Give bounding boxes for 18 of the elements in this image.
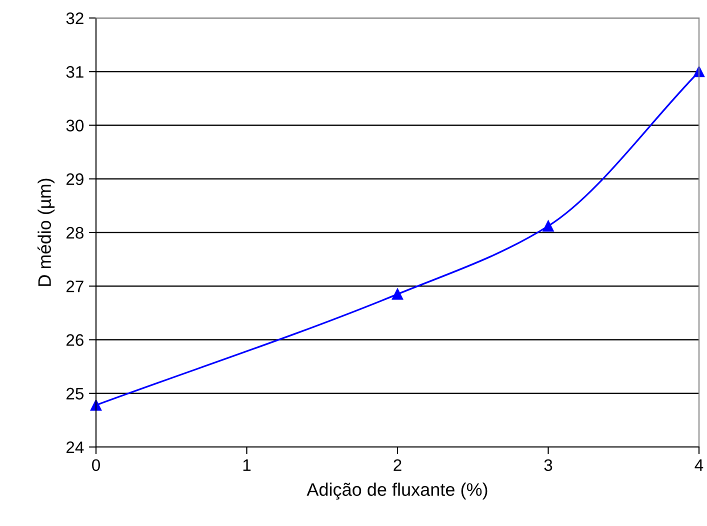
x-tick-label: 1	[243, 459, 251, 471]
y-tick-label: 26	[66, 334, 84, 346]
point	[542, 220, 554, 232]
y-tick-label: 29	[66, 173, 84, 186]
y-tick-label: 30	[66, 120, 84, 132]
x-tick-label: 4	[694, 459, 704, 471]
x-axis-title: Adição de fluxante (%)	[306, 482, 488, 500]
y-tick-label: 27	[66, 280, 84, 292]
x-tick-label: 0	[92, 459, 100, 472]
y-tick-label: 28	[66, 226, 84, 239]
y-tick-label: 25	[66, 388, 84, 400]
x-tick-label: 2	[394, 459, 402, 471]
y-tick-label: 32	[66, 12, 84, 24]
y-axis-title: D médio (µm)	[38, 178, 55, 286]
point	[392, 288, 404, 300]
y-tick-label: 24	[66, 441, 84, 454]
x-tick-label: 3	[544, 459, 552, 472]
y-tick-label: 31	[66, 66, 84, 78]
